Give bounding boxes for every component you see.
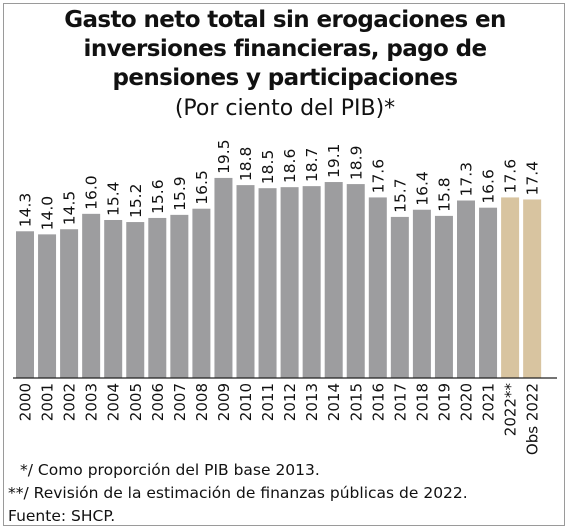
source-note: Fuente: SHCP. xyxy=(8,507,116,525)
bar-obs-2022 xyxy=(523,199,542,378)
value-label-2004: 15.4 xyxy=(105,181,123,216)
tick-label-2014: 2014 xyxy=(325,383,343,421)
tick-label-2012: 2012 xyxy=(281,383,299,421)
chart-title-line-2: inversiones financieras, pago de xyxy=(83,36,488,62)
footnotes: */ Como proporción del PIB base 2013. **… xyxy=(8,459,468,528)
footnote-pib-base: */ Como proporción del PIB base 2013. xyxy=(20,461,320,479)
bar-2014 xyxy=(324,182,343,378)
value-label-2015: 18.9 xyxy=(347,146,365,181)
bar-2007 xyxy=(170,214,189,378)
chart-subtitle: (Por ciento del PIB)* xyxy=(174,96,396,121)
value-label-2008: 16.5 xyxy=(193,170,211,205)
bar-2004 xyxy=(104,219,123,378)
tick-label-2013: 2013 xyxy=(303,383,321,421)
value-label-2009: 19.5 xyxy=(215,139,233,174)
value-label-2014: 19.1 xyxy=(325,144,343,179)
value-label-2010: 18.8 xyxy=(237,147,255,182)
value-label-2012: 18.6 xyxy=(281,149,299,184)
tick-label-2005: 2005 xyxy=(127,383,145,421)
value-label-2002: 14.5 xyxy=(61,191,79,226)
tick-label-2003: 2003 xyxy=(83,383,101,421)
chart-title-line-1: Gasto neto total sin erogaciones en xyxy=(64,7,506,33)
bar-2017 xyxy=(390,216,409,378)
tick-label-2019: 2019 xyxy=(435,383,453,421)
tick-label-2021: 2021 xyxy=(480,383,498,421)
bar-2022 xyxy=(501,197,520,378)
bar-2020 xyxy=(457,200,475,378)
bar-2000 xyxy=(16,231,34,378)
bar-2018 xyxy=(412,209,431,378)
bar-2016 xyxy=(368,197,387,378)
tick-label-2017: 2017 xyxy=(391,383,409,421)
value-label-2006: 15.6 xyxy=(149,179,167,214)
tick-label-2002: 2002 xyxy=(61,383,79,421)
chart-title: Gasto neto total sin erogaciones en inve… xyxy=(0,6,570,93)
tick-label-2022: 2022** xyxy=(502,383,520,437)
value-label-2016: 17.6 xyxy=(369,159,387,194)
chart-title-line-3: pensiones y participaciones xyxy=(112,65,459,91)
tick-label-2011: 2011 xyxy=(259,383,277,421)
value-label-2017: 15.7 xyxy=(391,178,409,213)
value-label-2021: 16.6 xyxy=(480,169,498,204)
footnote-revision: **/ Revisión de la estimación de finanza… xyxy=(8,484,468,502)
bar-2005 xyxy=(126,222,145,378)
value-label-2013: 18.7 xyxy=(303,148,321,183)
bar-2003 xyxy=(82,213,101,378)
bar-2021 xyxy=(479,207,498,378)
bar-2013 xyxy=(302,186,321,378)
value-label-2020: 17.3 xyxy=(458,162,476,197)
bar-2015 xyxy=(346,184,365,378)
chart-frame xyxy=(3,3,565,526)
value-label-obs-2022: 17.4 xyxy=(524,161,542,196)
bar-2019 xyxy=(434,215,453,378)
tick-label-2000: 2000 xyxy=(17,383,35,421)
value-label-2005: 15.2 xyxy=(127,184,145,219)
value-label-2003: 16.0 xyxy=(83,175,101,210)
tick-label-2018: 2018 xyxy=(413,383,431,421)
value-label-2019: 15.8 xyxy=(435,177,453,212)
value-label-2001: 14.0 xyxy=(39,196,57,231)
value-label-2018: 16.4 xyxy=(413,171,431,206)
bar-2008 xyxy=(192,208,211,378)
tick-label-2004: 2004 xyxy=(105,383,123,421)
tick-label-2016: 2016 xyxy=(369,383,387,421)
bar-2009 xyxy=(214,177,233,378)
tick-label-2007: 2007 xyxy=(171,383,189,421)
tick-label-2020: 2020 xyxy=(458,383,476,421)
bar-2010 xyxy=(236,185,255,378)
bar-2001 xyxy=(38,234,57,378)
value-label-2007: 15.9 xyxy=(171,176,189,211)
bar-2011 xyxy=(258,188,277,378)
tick-label-2010: 2010 xyxy=(237,383,255,421)
bar-2002 xyxy=(60,229,79,378)
tick-label-obs-2022: Obs 2022 xyxy=(524,383,542,455)
value-label-2022: 17.6 xyxy=(502,159,520,194)
bar-2012 xyxy=(280,187,299,378)
bar-2006 xyxy=(148,217,167,378)
tick-label-2008: 2008 xyxy=(193,383,211,421)
tick-label-2009: 2009 xyxy=(215,383,233,421)
value-label-2000: 14.3 xyxy=(17,193,35,228)
tick-label-2006: 2006 xyxy=(149,383,167,421)
tick-label-2015: 2015 xyxy=(347,383,365,421)
tick-label-2001: 2001 xyxy=(39,383,57,421)
value-label-2011: 18.5 xyxy=(259,150,277,185)
